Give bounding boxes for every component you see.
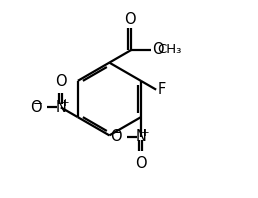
Text: −: − xyxy=(32,97,42,109)
Text: N: N xyxy=(55,100,66,115)
Text: O: O xyxy=(124,12,136,27)
Text: O: O xyxy=(135,155,147,170)
Text: N: N xyxy=(135,129,146,144)
Text: O: O xyxy=(110,129,122,144)
Text: +: + xyxy=(141,128,149,138)
Text: O: O xyxy=(55,74,67,89)
Text: O: O xyxy=(30,100,42,115)
Text: CH₃: CH₃ xyxy=(157,43,182,56)
Text: O: O xyxy=(152,42,164,57)
Text: F: F xyxy=(158,82,166,97)
Text: −: − xyxy=(111,126,121,139)
Text: +: + xyxy=(61,98,69,108)
